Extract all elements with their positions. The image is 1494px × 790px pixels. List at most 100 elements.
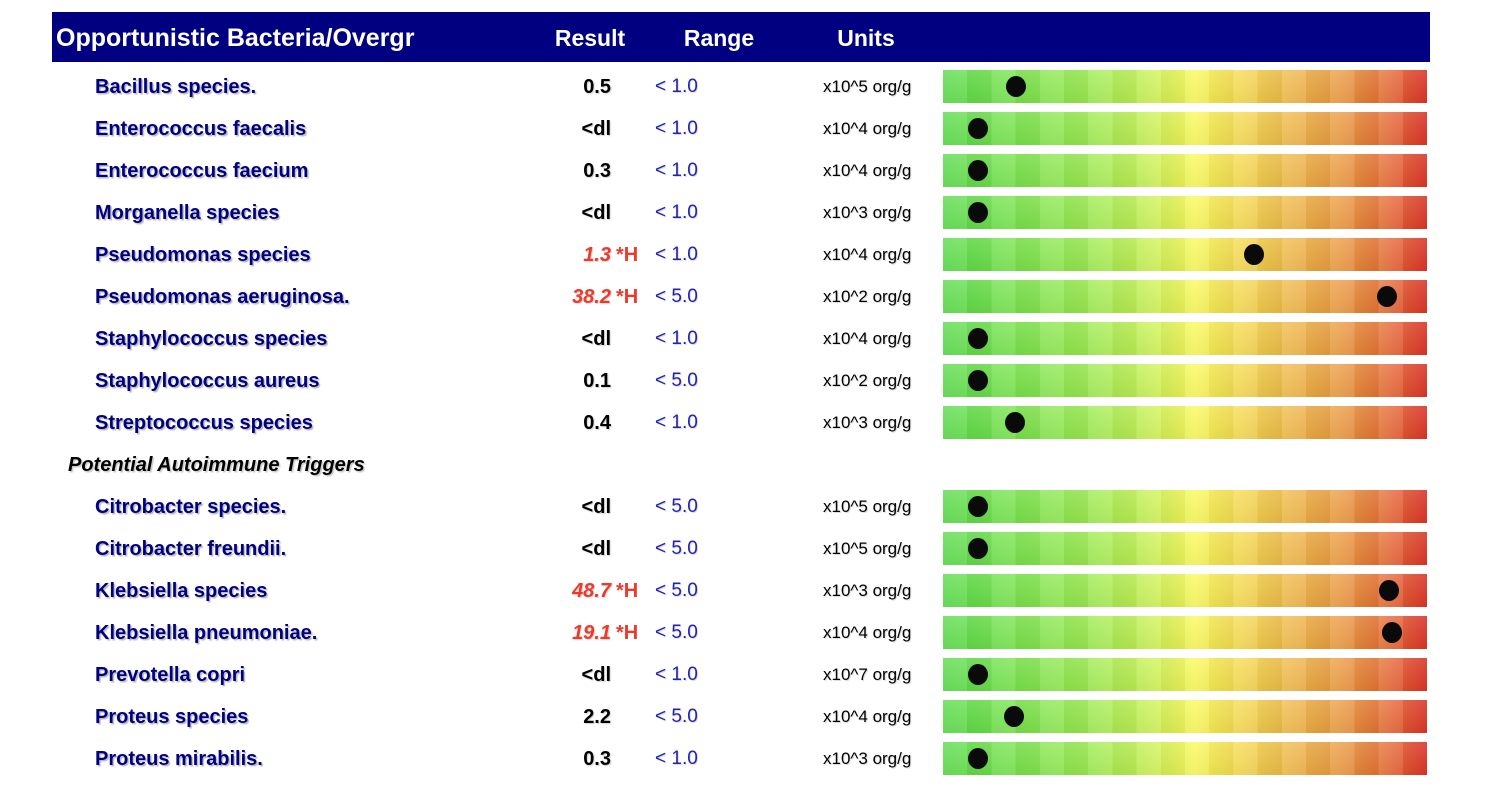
result-gradient-bar bbox=[943, 574, 1427, 607]
column-header-result: Result bbox=[554, 25, 626, 51]
reference-range: < 1.0 bbox=[655, 748, 698, 769]
units-label: x10^2 org/g bbox=[823, 371, 912, 390]
result-cell: 38.2 *H bbox=[420, 276, 650, 318]
table-row: Proteus mirabilis. 0.3 < 1.0 x10^3 org/g bbox=[0, 738, 1494, 780]
units-label: x10^5 org/g bbox=[823, 497, 912, 516]
result-gradient-bar bbox=[943, 742, 1427, 775]
reference-range: < 5.0 bbox=[655, 370, 698, 391]
reference-range: < 1.0 bbox=[655, 244, 698, 265]
result-value: 0.3 bbox=[583, 748, 611, 770]
column-header-range: Range bbox=[683, 25, 755, 51]
units-label: x10^4 org/g bbox=[823, 707, 912, 726]
result-cell: <dl bbox=[420, 528, 650, 570]
high-flag bbox=[611, 738, 650, 780]
units-label: x10^3 org/g bbox=[823, 749, 912, 768]
result-gradient-bar bbox=[943, 364, 1427, 397]
organism-name: Klebsiella pneumoniae. bbox=[95, 622, 318, 644]
high-flag: *H bbox=[616, 244, 639, 266]
organism-name: Enterococcus faecalis bbox=[95, 118, 307, 140]
high-flag bbox=[611, 654, 650, 696]
units-label: x10^3 org/g bbox=[823, 413, 912, 432]
reference-range: < 5.0 bbox=[655, 496, 698, 517]
section-header: Potential Autoimmune Triggers bbox=[68, 454, 365, 476]
result-dot-marker bbox=[968, 370, 989, 391]
reference-range: < 5.0 bbox=[655, 580, 698, 601]
organism-name: Prevotella copri bbox=[95, 664, 246, 686]
result-value: 1.3 bbox=[583, 244, 611, 266]
units-label: x10^2 org/g bbox=[823, 287, 912, 306]
result-dot-marker bbox=[968, 538, 989, 559]
result-cell: <dl bbox=[420, 486, 650, 528]
high-flag: *H bbox=[616, 622, 639, 644]
section-row: Potential Autoimmune Triggers bbox=[0, 444, 1494, 486]
result-cell: 48.7 *H bbox=[420, 570, 650, 612]
reference-range: < 5.0 bbox=[655, 622, 698, 643]
result-dot-marker bbox=[968, 748, 989, 769]
reference-range: < 5.0 bbox=[655, 538, 698, 559]
result-dot-marker bbox=[1004, 706, 1025, 727]
result-gradient-bar bbox=[943, 490, 1427, 523]
reference-range: < 1.0 bbox=[655, 76, 698, 97]
table-row: Pseudomonas species 1.3 *H < 1.0 x10^4 o… bbox=[0, 234, 1494, 276]
units-label: x10^7 org/g bbox=[823, 665, 912, 684]
units-label: x10^4 org/g bbox=[823, 161, 912, 180]
result-value: 0.1 bbox=[583, 370, 611, 392]
result-cell: <dl bbox=[420, 192, 650, 234]
high-flag bbox=[611, 402, 650, 444]
table-row: Citrobacter freundii. <dl < 5.0 x10^5 or… bbox=[0, 528, 1494, 570]
organism-name: Enterococcus faecium bbox=[95, 160, 309, 182]
table-header: Opportunistic Bacteria/Overgr Result Ran… bbox=[52, 12, 1430, 62]
table-row: Streptococcus species 0.4 < 1.0 x10^3 or… bbox=[0, 402, 1494, 444]
result-dot-marker bbox=[1005, 412, 1026, 433]
reference-range: < 1.0 bbox=[655, 328, 698, 349]
reference-range: < 5.0 bbox=[655, 706, 698, 727]
units-label: x10^4 org/g bbox=[823, 623, 912, 642]
result-gradient-bar bbox=[943, 616, 1427, 649]
result-gradient-bar bbox=[943, 280, 1427, 313]
units-label: x10^5 org/g bbox=[823, 77, 912, 96]
result-value: 0.4 bbox=[583, 412, 611, 434]
result-gradient-bar bbox=[943, 658, 1427, 691]
units-label: x10^5 org/g bbox=[823, 539, 912, 558]
result-cell: 2.2 bbox=[420, 696, 650, 738]
result-dot-marker bbox=[1376, 286, 1397, 307]
result-gradient-bar bbox=[943, 700, 1427, 733]
organism-name: Streptococcus species bbox=[95, 412, 313, 434]
high-flag bbox=[611, 108, 650, 150]
result-gradient-bar bbox=[943, 70, 1427, 103]
result-value: 0.5 bbox=[583, 76, 611, 98]
organism-name: Citrobacter freundii. bbox=[95, 538, 287, 560]
result-cell: 0.5 bbox=[420, 66, 650, 108]
units-label: x10^4 org/g bbox=[823, 329, 912, 348]
organism-name: Pseudomonas species bbox=[95, 244, 311, 266]
organism-name: Klebsiella species bbox=[95, 580, 268, 602]
table-row: Staphylococcus aureus 0.1 < 5.0 x10^2 or… bbox=[0, 360, 1494, 402]
table-row: Enterococcus faecalis <dl < 1.0 x10^4 or… bbox=[0, 108, 1494, 150]
result-dot-marker bbox=[1381, 622, 1402, 643]
reference-range: < 1.0 bbox=[655, 118, 698, 139]
high-flag bbox=[611, 192, 650, 234]
result-cell: 1.3 *H bbox=[420, 234, 650, 276]
units-label: x10^3 org/g bbox=[823, 581, 912, 600]
organism-name: Proteus species bbox=[95, 706, 249, 728]
result-cell: <dl bbox=[420, 654, 650, 696]
table-row: Bacillus species. 0.5 < 1.0 x10^5 org/g bbox=[0, 66, 1494, 108]
organism-name: Bacillus species. bbox=[95, 76, 257, 98]
high-flag bbox=[611, 486, 650, 528]
result-cell: 0.3 bbox=[420, 150, 650, 192]
result-value: 2.2 bbox=[583, 706, 611, 728]
result-dot-marker bbox=[968, 496, 989, 517]
result-cell: <dl bbox=[420, 108, 650, 150]
result-value: <dl bbox=[581, 496, 611, 518]
organism-name: Pseudomonas aeruginosa. bbox=[95, 286, 350, 308]
result-cell: <dl bbox=[420, 318, 650, 360]
result-cell: 0.1 bbox=[420, 360, 650, 402]
table-row: Klebsiella species 48.7 *H < 5.0 x10^3 o… bbox=[0, 570, 1494, 612]
result-gradient-bar bbox=[943, 112, 1427, 145]
result-gradient-bar bbox=[943, 196, 1427, 229]
table-row: Enterococcus faecium 0.3 < 1.0 x10^4 org… bbox=[0, 150, 1494, 192]
result-dot-marker bbox=[968, 664, 989, 685]
column-header-units: Units bbox=[837, 25, 895, 51]
result-dot-marker bbox=[1005, 76, 1026, 97]
table-row: Proteus species 2.2 < 5.0 x10^4 org/g bbox=[0, 696, 1494, 738]
